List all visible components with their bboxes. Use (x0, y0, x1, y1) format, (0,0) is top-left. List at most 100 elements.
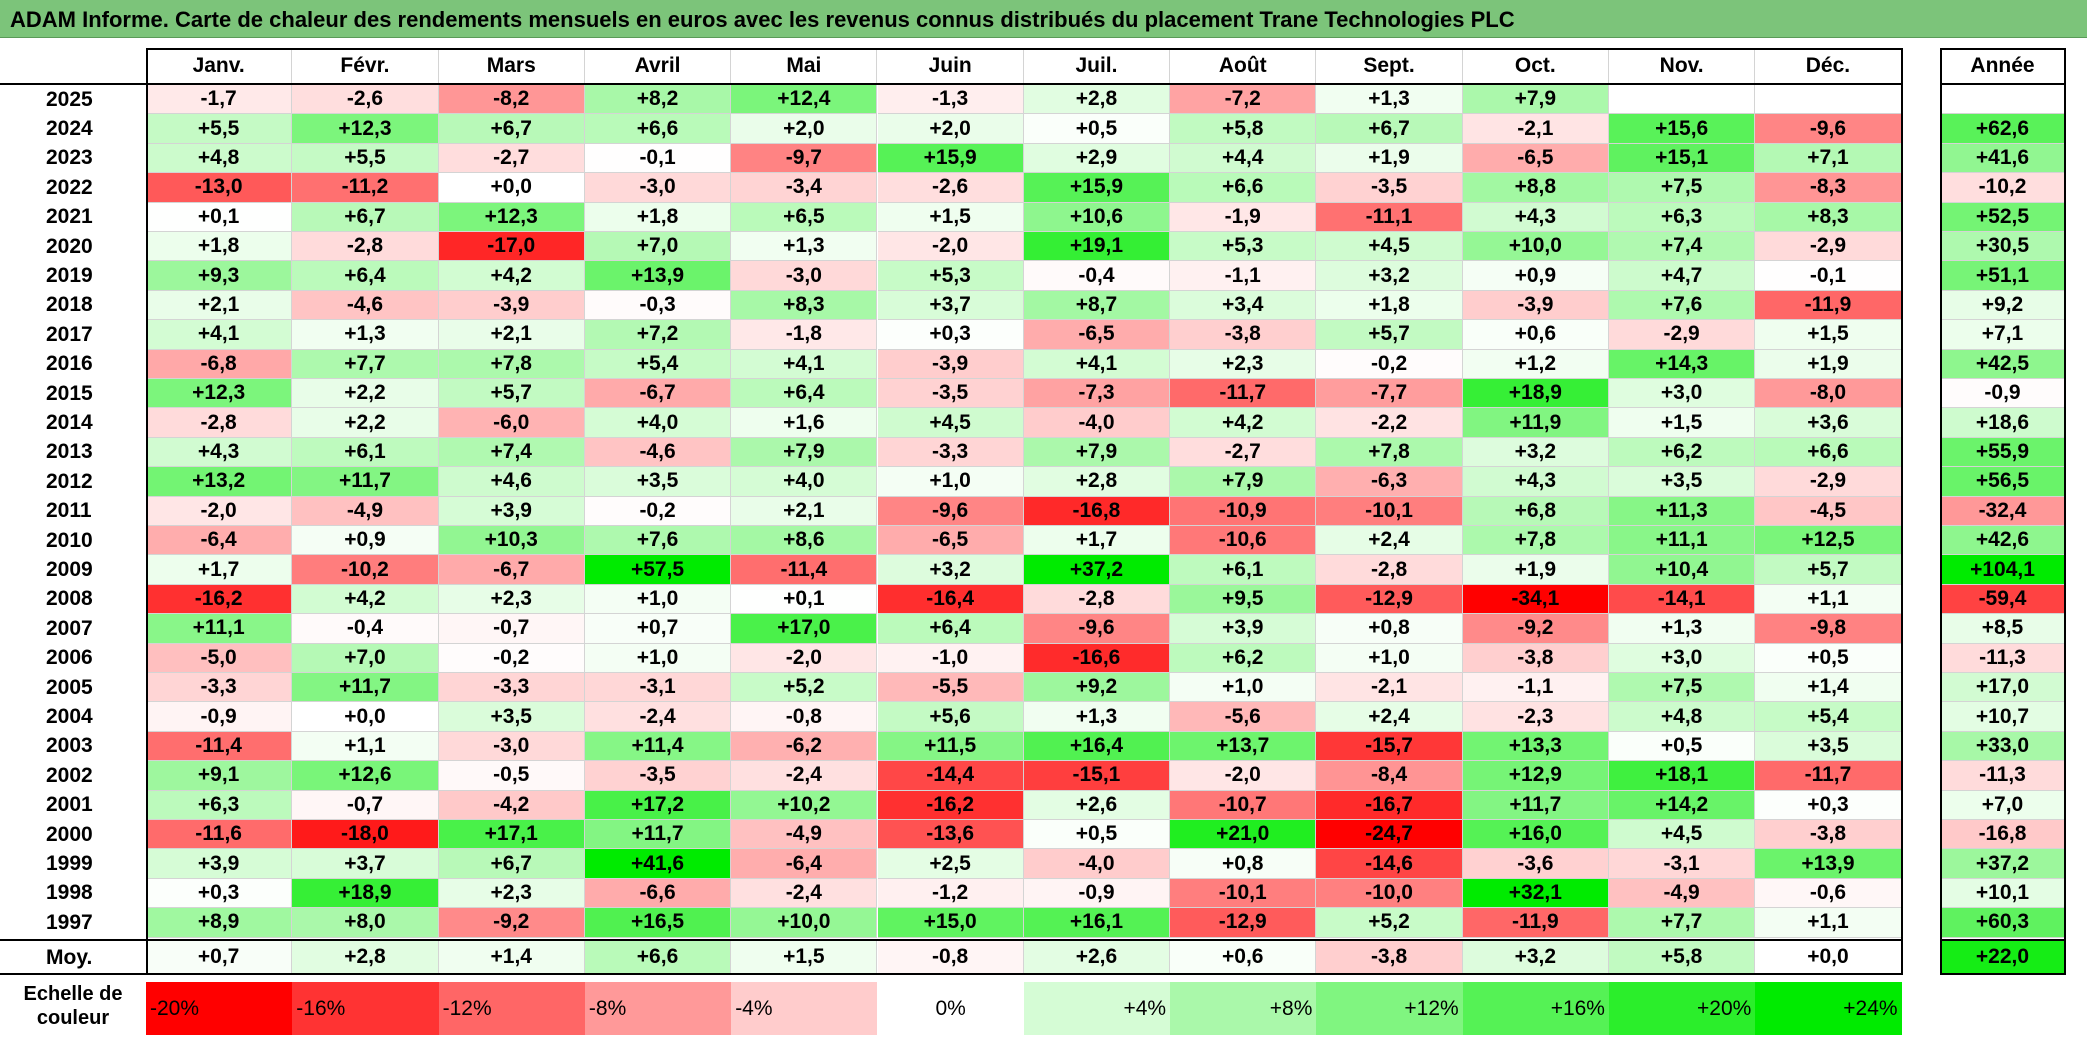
color-scale-swatch: +4% (1023, 982, 1171, 1035)
heatmap-cell: +5,6 (877, 702, 1024, 732)
heatmap-cell: +4,8 (1609, 702, 1756, 732)
month-header: Juin (877, 48, 1024, 84)
heatmap-cell: +3,0 (1609, 379, 1756, 409)
heatmap-cell: +4,1 (146, 320, 293, 350)
heatmap-cell: +5,5 (146, 114, 293, 144)
heatmap-cell: +6,4 (292, 261, 439, 291)
heatmap-cell: -11,2 (292, 173, 439, 203)
annual-cell: -11,3 (1940, 643, 2066, 673)
heatmap-cell: +8,6 (731, 526, 878, 556)
heatmap-cell: +0,8 (1170, 849, 1317, 879)
heatmap-cell: -2,0 (731, 643, 878, 673)
heatmap-cell: -3,1 (584, 673, 732, 703)
heatmap-cell: +8,2 (584, 85, 732, 115)
average-cell: +3,2 (1462, 940, 1609, 975)
heatmap-cell: +7,0 (292, 643, 439, 673)
color-scale-swatch: 0% (877, 982, 1024, 1035)
heatmap-cell: -24,7 (1316, 820, 1463, 850)
heatmap-cell: -11,6 (146, 820, 293, 850)
heatmap-cell: -2,7 (1170, 437, 1317, 468)
year-label: 2001 (46, 793, 93, 817)
heatmap-cell: +13,9 (1755, 849, 1902, 879)
heatmap-cell: +3,7 (292, 849, 439, 879)
heatmap-cell: +0,3 (146, 878, 293, 909)
heatmap-cell: +15,0 (877, 908, 1024, 938)
heatmap-cell: -3,8 (1170, 320, 1317, 350)
heatmap-cell: +15,1 (1609, 143, 1756, 174)
heatmap-cell: +1,8 (146, 232, 293, 262)
year-label: 1999 (46, 852, 93, 876)
heatmap-cell: +13,3 (1462, 731, 1609, 762)
year-label: 2006 (46, 646, 93, 670)
heatmap-cell: -4,0 (1023, 408, 1171, 438)
heatmap-cell: +8,7 (1023, 290, 1171, 321)
heatmap-cell: +11,7 (292, 467, 439, 497)
heatmap-cell: -2,0 (877, 232, 1024, 262)
heatmap-cell: -6,3 (1316, 467, 1463, 497)
month-header: Mai (731, 48, 878, 84)
heatmap-cell: -8,4 (1316, 761, 1463, 791)
heatmap-cell: +3,2 (1462, 437, 1609, 468)
month-header: Mars (438, 48, 585, 84)
heatmap-cell: -2,8 (1023, 584, 1171, 615)
heatmap-cell: +6,1 (1170, 555, 1317, 585)
header-divider (0, 83, 1903, 85)
heatmap-cell: +21,0 (1170, 820, 1317, 850)
heatmap-cell: -11,7 (1170, 379, 1317, 409)
heatmap-cell: -3,6 (1462, 849, 1609, 879)
heatmap-cell: +2,4 (1316, 526, 1463, 556)
heatmap-cell: +6,2 (1609, 437, 1756, 468)
heatmap-cell: +1,0 (877, 467, 1024, 497)
annual-cell: +56,5 (1940, 467, 2066, 497)
color-scale-label: Echelle de couleur (23, 983, 123, 1029)
heatmap-cell: -1,2 (877, 878, 1024, 909)
heatmap-cell: -5,5 (877, 673, 1024, 703)
heatmap-cell: +2,8 (1023, 85, 1171, 115)
heatmap-cell: +11,5 (877, 731, 1024, 762)
heatmap-cell: -16,6 (1023, 643, 1171, 673)
heatmap-cell: -6,4 (146, 526, 293, 556)
heatmap-cell: +12,3 (438, 202, 585, 232)
heatmap-cell: -0,7 (438, 614, 585, 644)
heatmap-cell: +5,5 (292, 143, 439, 174)
heatmap-cell: -3,4 (731, 173, 878, 203)
color-scale-swatch: +20% (1609, 982, 1756, 1035)
heatmap-cell: -2,6 (292, 85, 439, 115)
annual-cell: +37,2 (1940, 849, 2066, 879)
heatmap-cell: -16,8 (1023, 496, 1171, 526)
heatmap-cell: +11,9 (1462, 408, 1609, 438)
heatmap-cell: +8,8 (1462, 173, 1609, 203)
heatmap-cell: +37,2 (1023, 555, 1171, 585)
heatmap-cell: -14,6 (1316, 849, 1463, 879)
heatmap-cell: +0,9 (1462, 261, 1609, 291)
annual-header-divider (1940, 83, 2066, 85)
heatmap-cell: -11,1 (1316, 202, 1463, 232)
heatmap-cell: +4,5 (1609, 820, 1756, 850)
heatmap-cell: -2,2 (1316, 408, 1463, 438)
heatmap-cell: +8,3 (731, 290, 878, 321)
heatmap-cell: +17,0 (731, 614, 878, 644)
heatmap-cell: +2,6 (1023, 790, 1171, 820)
heatmap-cell: -8,0 (1755, 379, 1902, 409)
year-label: 2003 (46, 734, 93, 758)
heatmap-cell: +12,3 (146, 379, 293, 409)
heatmap-cell: -3,0 (584, 173, 732, 203)
heatmap-cell: -4,2 (438, 790, 585, 820)
color-scale-swatch: -20% (146, 982, 293, 1035)
heatmap-cell: +4,2 (438, 261, 585, 291)
heatmap-cell: -4,6 (292, 290, 439, 321)
average-cell: +0,0 (1755, 940, 1902, 975)
heatmap-cell: +4,0 (584, 408, 732, 438)
heatmap-cell: +5,3 (877, 261, 1024, 291)
color-scale-swatch: +12% (1316, 982, 1463, 1035)
heatmap-cell: +11,7 (1462, 790, 1609, 820)
heatmap-cell: +1,3 (1609, 614, 1756, 644)
annual-cell: -59,4 (1940, 584, 2066, 615)
heatmap-cell: +6,7 (438, 849, 585, 879)
heatmap-cell: +10,0 (731, 908, 878, 938)
heatmap-cell: -2,9 (1755, 467, 1902, 497)
heatmap-cell: +5,4 (1755, 702, 1902, 732)
year-label: 2009 (46, 558, 93, 582)
heatmap-cell: +3,2 (877, 555, 1024, 585)
